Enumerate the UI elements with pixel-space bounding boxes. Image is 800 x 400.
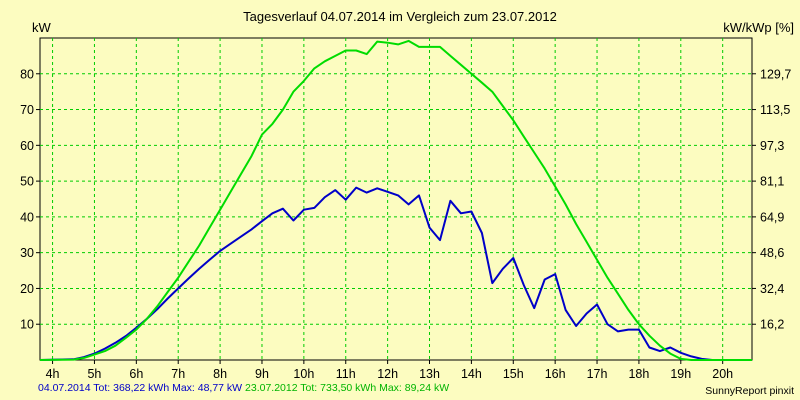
x-tick-label: 19h xyxy=(670,367,691,381)
y-tick-label-right: 129,7 xyxy=(760,67,791,81)
x-tick-label: 11h xyxy=(336,367,356,381)
x-tick-label: 20h xyxy=(712,367,733,381)
series-line-2 xyxy=(39,39,752,361)
y-axis-right-unit: kW/kWp [%] xyxy=(723,20,794,35)
x-tick-label: 6h xyxy=(129,367,143,381)
y-tick-label-right: 16,2 xyxy=(760,318,784,332)
x-tick-label: 18h xyxy=(628,367,649,381)
y-tick-label-right: 81,1 xyxy=(760,175,784,189)
y-tick-label-left: 50 xyxy=(20,175,34,189)
y-tick-label-left: 20 xyxy=(20,282,34,296)
x-tick-label: 9h xyxy=(255,367,269,381)
y-tick-label-right: 113,5 xyxy=(760,103,790,117)
y-tick-label-left: 60 xyxy=(20,139,34,153)
x-tick-label: 12h xyxy=(377,367,398,381)
y-tick-label-right: 64,9 xyxy=(760,210,784,224)
legend-series-1: 04.07.2014 Tot: 368,22 kWh Max: 48,77 kW xyxy=(38,382,243,394)
series-line-1 xyxy=(39,186,752,361)
x-tick-label: 7h xyxy=(171,367,185,381)
x-tick-label: 4h xyxy=(46,367,60,381)
x-tick-label: 10h xyxy=(293,367,314,381)
legend-series-2: 23.07.2012 Tot: 733,50 kWh Max: 89,24 kW xyxy=(245,382,450,394)
y-tick-label-left: 10 xyxy=(20,318,34,332)
x-tick-label: 16h xyxy=(545,367,566,381)
x-tick-label: 5h xyxy=(87,367,101,381)
credit-label: SunnyReport pinxit xyxy=(705,385,794,397)
y-tick-label-right: 48,6 xyxy=(760,246,784,260)
legend-footer: 04.07.2014 Tot: 368,22 kWh Max: 48,77 kW… xyxy=(38,382,449,394)
x-tick-label: 8h xyxy=(213,367,227,381)
y-tick-label-left: 80 xyxy=(20,67,34,81)
x-tick-label: 14h xyxy=(461,367,482,381)
y-tick-label-right: 32,4 xyxy=(760,282,784,296)
y-tick-label-left: 30 xyxy=(20,246,34,260)
y-tick-label-left: 70 xyxy=(20,103,34,117)
x-tick-label: 15h xyxy=(503,367,524,381)
x-tick-label: 17h xyxy=(587,367,608,381)
y-axis-left-unit: kW xyxy=(32,20,51,35)
y-tick-label-right: 97,3 xyxy=(760,139,784,153)
y-tick-label-left: 40 xyxy=(20,210,34,224)
chart-title: Tagesverlauf 04.07.2014 im Vergleich zum… xyxy=(243,9,557,24)
x-tick-label: 13h xyxy=(419,367,440,381)
plot-frame xyxy=(39,37,753,361)
